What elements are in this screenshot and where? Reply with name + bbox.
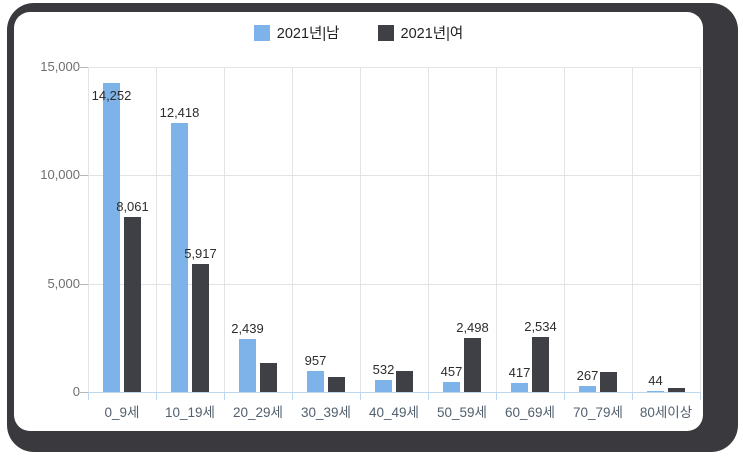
legend-swatch-icon [377,24,394,41]
bar-data-label: 14,252 [91,88,132,103]
bar-data-label: 267 [576,368,599,383]
bar-female[interactable] [532,337,549,392]
gridline-vertical [496,67,497,392]
x-category-label: 10_19세 [165,405,215,420]
y-tick-label: 0 [72,384,80,399]
x-category-label: 20_29세 [233,405,283,420]
y-tick-label: 5,000 [47,275,80,291]
bar-male[interactable] [171,123,188,392]
gridline-vertical [360,67,361,392]
bar-female[interactable] [328,377,345,392]
bar-female[interactable] [396,371,413,392]
bar-data-label: 8,061 [116,199,149,214]
bar-female[interactable] [668,388,685,392]
gridline-vertical [224,67,225,392]
bar-data-label: 417 [508,365,531,380]
bar-female[interactable] [600,372,617,392]
x-axis-line [88,392,700,393]
x-category-label: 0_9세 [104,405,140,420]
x-tick-mark [496,392,497,400]
gridline-horizontal [88,283,700,285]
y-tick-label: 15,000 [40,59,80,74]
x-category-label: 50_59세 [437,405,487,420]
bar-male[interactable] [443,382,460,392]
x-category-label: 30_39세 [301,405,351,420]
bar-male[interactable] [307,371,324,392]
chart-card: 2021년|남 2021년|여 14,252 12,418 2,439 957 532 45… [14,12,703,431]
legend-item-0[interactable]: 2021년|남 [253,22,340,43]
x-tick-mark [700,392,701,400]
bar-data-label: 5,917 [184,246,217,261]
legend-item-1[interactable]: 2021년|여 [377,22,464,43]
bar-male[interactable] [375,380,392,392]
gridline-horizontal [88,175,700,177]
bar-female[interactable] [260,363,277,392]
legend-label: 2021년|남 [276,26,340,42]
gridline-horizontal [88,67,700,68]
bar-male[interactable] [579,386,596,392]
gridline-vertical [564,67,565,392]
y-tick-mark [78,67,88,68]
x-tick-mark [292,392,293,400]
x-category-label: 40_49세 [369,405,419,420]
bar-data-label: 44 [648,373,663,388]
gridline-vertical [88,67,89,392]
y-tick-mark [78,283,88,285]
bar-female[interactable] [192,264,209,392]
bar-data-label: 2,498 [456,320,489,335]
x-tick-mark [156,392,157,400]
gridline-vertical [292,67,293,392]
x-tick-mark [632,392,633,400]
x-tick-mark [428,392,429,400]
gridline-vertical [700,67,701,392]
bar-data-label: 2,534 [524,319,557,334]
plot-area: 14,252 12,418 2,439 957 532 457 417 267 44 8,061 5… [88,67,701,393]
window-frame: 2021년|남 2021년|여 14,252 12,418 2,439 957 532 45… [7,3,738,452]
x-tick-mark [88,392,89,400]
bar-male[interactable] [103,83,120,392]
y-tick-mark [78,175,88,177]
gridline-vertical [632,67,633,392]
x-category-label: 80세이상 [639,405,693,420]
y-tick-label: 10,000 [40,167,80,183]
bar-data-label: 457 [440,364,463,379]
gridline-vertical [428,67,429,392]
gridline-vertical [156,67,157,392]
bar-female[interactable] [464,338,481,392]
y-tick-mark [78,392,88,393]
bar-male[interactable] [647,391,664,392]
legend: 2021년|남 2021년|여 [14,22,703,43]
legend-label: 2021년|여 [400,26,464,42]
bar-male[interactable] [511,383,528,392]
x-category-label: 60_69세 [505,405,555,420]
bar-data-label: 532 [372,362,395,377]
x-tick-mark [564,392,565,400]
bar-data-label: 2,439 [231,321,264,336]
bar-male[interactable] [239,339,256,392]
x-category-label: 70_79세 [573,405,623,420]
legend-swatch-icon [253,24,270,41]
x-tick-mark [224,392,225,400]
bar-female[interactable] [124,217,141,392]
bar-data-label: 12,418 [159,105,200,120]
bar-data-label: 957 [304,353,327,368]
x-tick-mark [360,392,361,400]
